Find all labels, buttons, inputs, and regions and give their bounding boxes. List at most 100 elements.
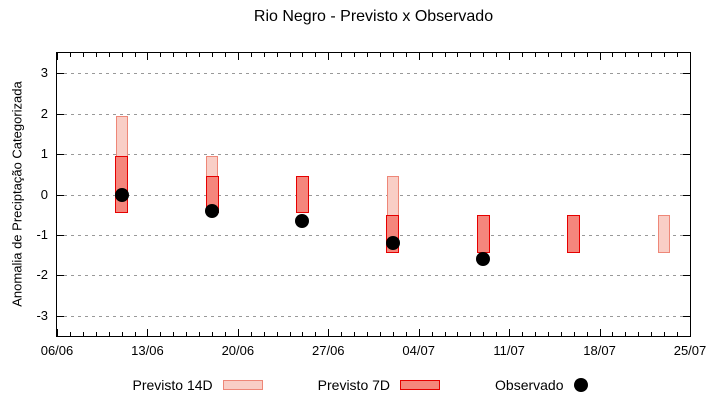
x-axis-major-tick (690, 329, 691, 336)
x-axis-minor-tick-top (69, 53, 71, 57)
x-axis-minor-tick-top (108, 53, 110, 57)
x-axis-minor-tick-top (302, 53, 304, 57)
x-tick-label: 06/06 (40, 343, 74, 358)
x-axis-minor-tick-top (560, 53, 562, 57)
x-axis-minor-tick (534, 332, 536, 336)
x-axis-minor-tick-top (677, 53, 679, 57)
x-axis-minor-tick (263, 332, 265, 336)
x-axis-minor-tick (69, 332, 71, 336)
x-axis-minor-tick (95, 332, 97, 336)
x-axis-minor-tick-top (379, 53, 381, 57)
legend: Previsto 14D Previsto 7D Observado (0, 374, 720, 396)
x-axis-minor-tick-top (444, 53, 446, 57)
x-axis-minor-tick (612, 332, 614, 336)
x-axis-minor-tick (250, 332, 252, 336)
bar-previsto-7d (567, 214, 581, 254)
x-axis-major-tick-top (690, 53, 691, 60)
y-axis-tick-right (683, 154, 690, 156)
bar-previsto-7d (115, 156, 129, 213)
y-tick-label: -2 (36, 267, 48, 283)
x-axis-minor-tick-top (160, 53, 162, 57)
x-axis-minor-tick-top (173, 53, 175, 57)
x-axis-minor-tick (522, 332, 524, 336)
gridline (57, 275, 690, 277)
y-axis-tick (57, 154, 64, 156)
x-axis-minor-tick (496, 332, 498, 336)
x-axis-minor-tick (483, 332, 485, 336)
x-axis-minor-tick-top (315, 53, 317, 57)
y-axis-tick-right (683, 315, 690, 317)
x-axis-major-tick (328, 329, 330, 336)
x-axis-minor-tick (457, 332, 459, 336)
x-axis-minor-tick (560, 332, 562, 336)
gridline (57, 154, 690, 156)
x-axis-minor-tick-top (664, 53, 666, 57)
x-axis-major-tick-top (237, 53, 239, 60)
x-axis-minor-tick (379, 332, 381, 336)
x-tick-label: 25/07 (673, 343, 707, 358)
x-tick-label: 04/07 (402, 343, 435, 358)
bar-previsto-7d (295, 176, 309, 213)
y-axis-tick (57, 315, 64, 317)
x-axis-minor-tick (173, 332, 175, 336)
x-axis-minor-tick (315, 332, 317, 336)
bar-previsto-7d (476, 214, 490, 254)
x-axis-minor-tick (664, 332, 666, 336)
x-axis-minor-tick-top (250, 53, 252, 57)
plot-area (56, 52, 691, 337)
x-axis-minor-tick (224, 332, 226, 336)
y-axis-tick-right (683, 234, 690, 236)
x-axis-minor-tick (431, 332, 433, 336)
x-axis-major-tick-top (418, 53, 420, 60)
y-tick-label: 3 (40, 65, 48, 81)
x-axis-minor-tick (289, 332, 291, 336)
x-axis-minor-tick-top (186, 53, 188, 57)
legend-item-observado: Observado (495, 377, 588, 393)
x-axis-minor-tick-top (625, 53, 627, 57)
x-axis-minor-tick-top (612, 53, 614, 57)
x-axis-minor-tick (625, 332, 627, 336)
x-axis-major-tick (418, 329, 420, 336)
gridline (57, 113, 690, 115)
x-axis-major-tick-top (599, 53, 601, 60)
x-axis-minor-tick (547, 332, 549, 336)
y-tick-label: 0 (40, 186, 48, 202)
x-axis-minor-tick (638, 332, 640, 336)
x-axis-minor-tick (367, 332, 369, 336)
gridline (57, 73, 690, 75)
x-axis-minor-tick-top (392, 53, 394, 57)
y-axis-tick-right (683, 73, 690, 75)
y-tick-label: 1 (40, 146, 48, 162)
legend-label-previsto-14d: Previsto 14D (132, 377, 213, 393)
x-axis-major-tick (237, 329, 239, 336)
x-axis-major-tick-top (328, 53, 330, 60)
x-tick-label: 27/06 (312, 343, 345, 358)
previsto-7d-swatch-icon (400, 380, 441, 390)
x-axis-minor-tick (470, 332, 472, 336)
x-axis-major-tick-top (57, 53, 58, 60)
y-tick-label: -1 (36, 226, 48, 242)
x-axis-minor-tick (199, 332, 201, 336)
x-axis-minor-tick-top (82, 53, 84, 57)
x-axis-minor-tick-top (289, 53, 291, 57)
x-tick-label: 20/06 (221, 343, 255, 358)
y-axis-tick (57, 73, 64, 75)
legend-label-observado: Observado (495, 377, 564, 393)
x-axis-minor-tick (160, 332, 162, 336)
x-axis-major-tick (599, 329, 601, 336)
x-axis-minor-tick-top (573, 53, 575, 57)
x-axis-minor-tick (212, 332, 214, 336)
x-axis-major-tick (509, 329, 511, 336)
x-axis-minor-tick-top (522, 53, 524, 57)
legend-item-previsto-7d: Previsto 7D (317, 377, 441, 393)
x-axis-minor-tick-top (651, 53, 653, 57)
x-axis-minor-tick-top (496, 53, 498, 57)
legend-label-previsto-7d: Previsto 7D (317, 377, 391, 393)
x-axis-minor-tick-top (199, 53, 201, 57)
x-axis-minor-tick-top (121, 53, 123, 57)
x-axis-minor-tick-top (431, 53, 433, 57)
previsto-14d-swatch-icon (222, 380, 263, 390)
x-axis-minor-tick-top (405, 53, 407, 57)
observado-dot (476, 252, 491, 267)
x-axis-minor-tick (405, 332, 407, 336)
